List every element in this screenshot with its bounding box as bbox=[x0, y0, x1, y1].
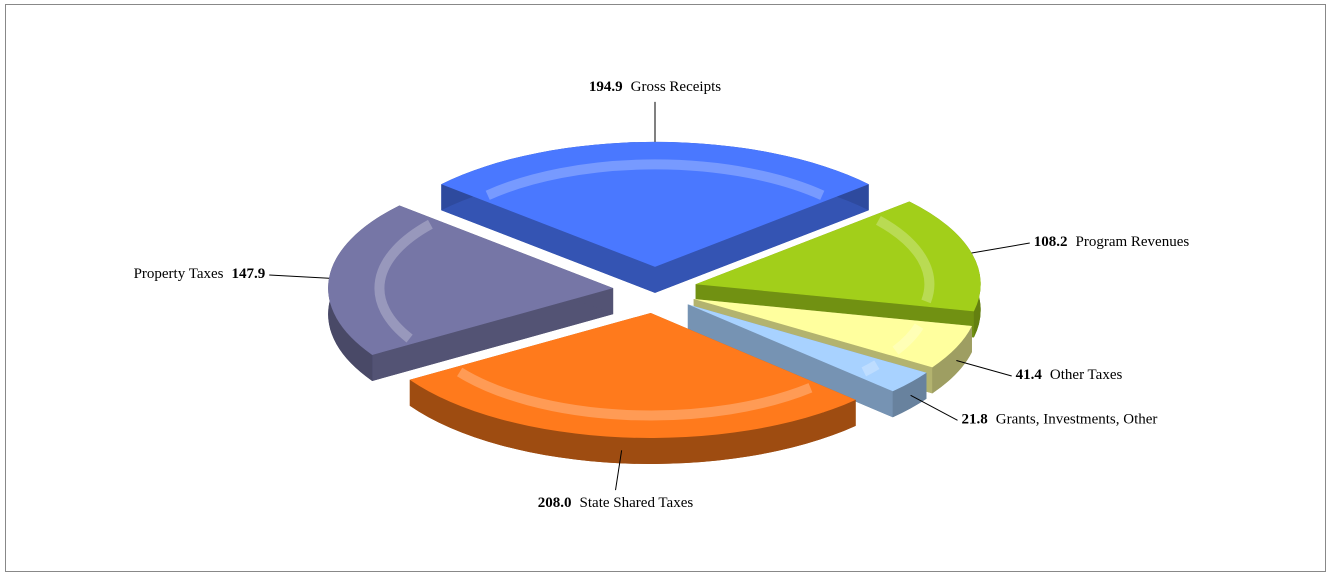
slice-highlight bbox=[457, 367, 813, 421]
slice-side bbox=[372, 288, 614, 381]
slice bbox=[328, 205, 614, 381]
value-label: 108.2 bbox=[1034, 234, 1068, 250]
value-label: 41.4 bbox=[1016, 367, 1043, 383]
slice-top bbox=[695, 201, 981, 312]
slice-side bbox=[655, 184, 869, 293]
value-label: 147.9 bbox=[231, 266, 265, 282]
data-label: 41.4 Other Taxes bbox=[1016, 367, 1123, 383]
leader-line bbox=[269, 274, 330, 279]
leader-line bbox=[956, 359, 1012, 377]
data-label: Property Taxes 147.9 bbox=[134, 266, 266, 282]
slice bbox=[409, 312, 856, 464]
slice-highlight bbox=[374, 219, 433, 343]
category-name: State Shared Taxes bbox=[580, 496, 694, 512]
category-name: Property Taxes bbox=[134, 266, 224, 282]
slice-wall bbox=[932, 326, 972, 394]
category-name: Other Taxes bbox=[1050, 367, 1123, 383]
slice-top bbox=[328, 205, 614, 355]
slice bbox=[687, 304, 927, 418]
slice-side bbox=[441, 184, 655, 293]
slice-top bbox=[409, 312, 856, 438]
slice-side bbox=[687, 304, 893, 418]
slice-wall bbox=[409, 379, 856, 464]
data-label: 194.9 Gross Receipts bbox=[589, 79, 721, 95]
slice-highlight bbox=[485, 159, 825, 200]
value-label: 194.9 bbox=[589, 79, 623, 95]
slice-top bbox=[687, 304, 927, 392]
data-label: 21.8 Grants, Investments, Other bbox=[962, 412, 1158, 428]
slice-wall bbox=[892, 372, 927, 418]
slice-highlight bbox=[892, 323, 924, 355]
slice bbox=[441, 141, 869, 293]
slice-highlight bbox=[861, 360, 880, 377]
category-name: Grants, Investments, Other bbox=[996, 412, 1158, 428]
slice-top bbox=[693, 298, 972, 368]
data-label: 208.0 State Shared Taxes bbox=[538, 496, 694, 512]
value-label: 21.8 bbox=[962, 412, 988, 428]
value-label: 208.0 bbox=[538, 496, 572, 512]
leader-line bbox=[971, 242, 1030, 254]
data-label: 108.2 Program Revenues bbox=[1034, 234, 1190, 250]
slice-highlight bbox=[876, 215, 935, 304]
category-name: Program Revenues bbox=[1075, 234, 1189, 250]
category-name: Gross Receipts bbox=[631, 79, 722, 95]
leader-line bbox=[910, 394, 958, 421]
slice-top bbox=[441, 141, 869, 267]
leader-line bbox=[615, 450, 623, 491]
